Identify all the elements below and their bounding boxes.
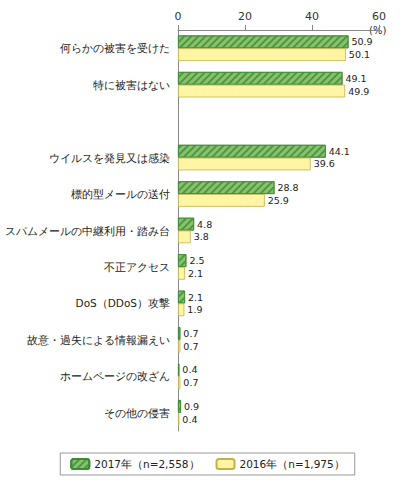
svg-text:その他の侵害: その他の侵害 (104, 407, 170, 419)
svg-text:50.9: 50.9 (352, 36, 373, 47)
svg-text:2.1: 2.1 (188, 268, 203, 279)
svg-text:60: 60 (372, 10, 386, 23)
svg-text:20: 20 (238, 10, 252, 23)
svg-text:DoS（DDoS）攻撃: DoS（DDoS）攻撃 (76, 297, 170, 309)
svg-text:3.8: 3.8 (194, 231, 209, 242)
svg-text:ウイルスを発見又は感染: ウイルスを発見又は感染 (49, 152, 170, 164)
svg-text:0.4: 0.4 (182, 364, 197, 375)
svg-text:1.9: 1.9 (187, 304, 202, 315)
svg-text:2016年（n=1,975）: 2016年（n=1,975） (240, 458, 345, 470)
svg-text:2.1: 2.1 (188, 292, 203, 303)
svg-text:0.7: 0.7 (183, 328, 198, 339)
svg-text:0.9: 0.9 (184, 401, 199, 412)
svg-text:特に被害はない: 特に被害はない (93, 79, 170, 91)
svg-text:49.9: 49.9 (348, 86, 369, 97)
svg-text:44.1: 44.1 (329, 146, 350, 157)
svg-text:不正アクセス: 不正アクセス (104, 261, 170, 273)
svg-text:40: 40 (305, 10, 319, 23)
svg-text:50.1: 50.1 (349, 49, 370, 60)
svg-text:4.8: 4.8 (197, 219, 212, 230)
svg-text:何らかの被害を受けた: 何らかの被害を受けた (60, 42, 170, 55)
svg-text:25.9: 25.9 (268, 195, 289, 206)
svg-text:49.1: 49.1 (345, 73, 366, 84)
svg-text:スパムメールの中継利用・踏み台: スパムメールの中継利用・踏み台 (5, 225, 170, 237)
svg-text:標的型メールの送付: 標的型メールの送付 (71, 188, 170, 200)
svg-text:故意・過失による情報漏えい: 故意・過失による情報漏えい (27, 334, 170, 346)
svg-text:0.7: 0.7 (183, 341, 198, 352)
svg-text:0.7: 0.7 (183, 377, 198, 388)
svg-text:0: 0 (175, 10, 182, 23)
svg-text:ホームページの改ざん: ホームページの改ざん (60, 370, 170, 382)
svg-text:2.5: 2.5 (189, 255, 204, 266)
svg-text:28.8: 28.8 (277, 182, 298, 193)
svg-text:39.6: 39.6 (314, 158, 335, 169)
svg-text:0.4: 0.4 (182, 414, 197, 425)
svg-text:2017年（n=2,558）: 2017年（n=2,558） (94, 458, 199, 470)
